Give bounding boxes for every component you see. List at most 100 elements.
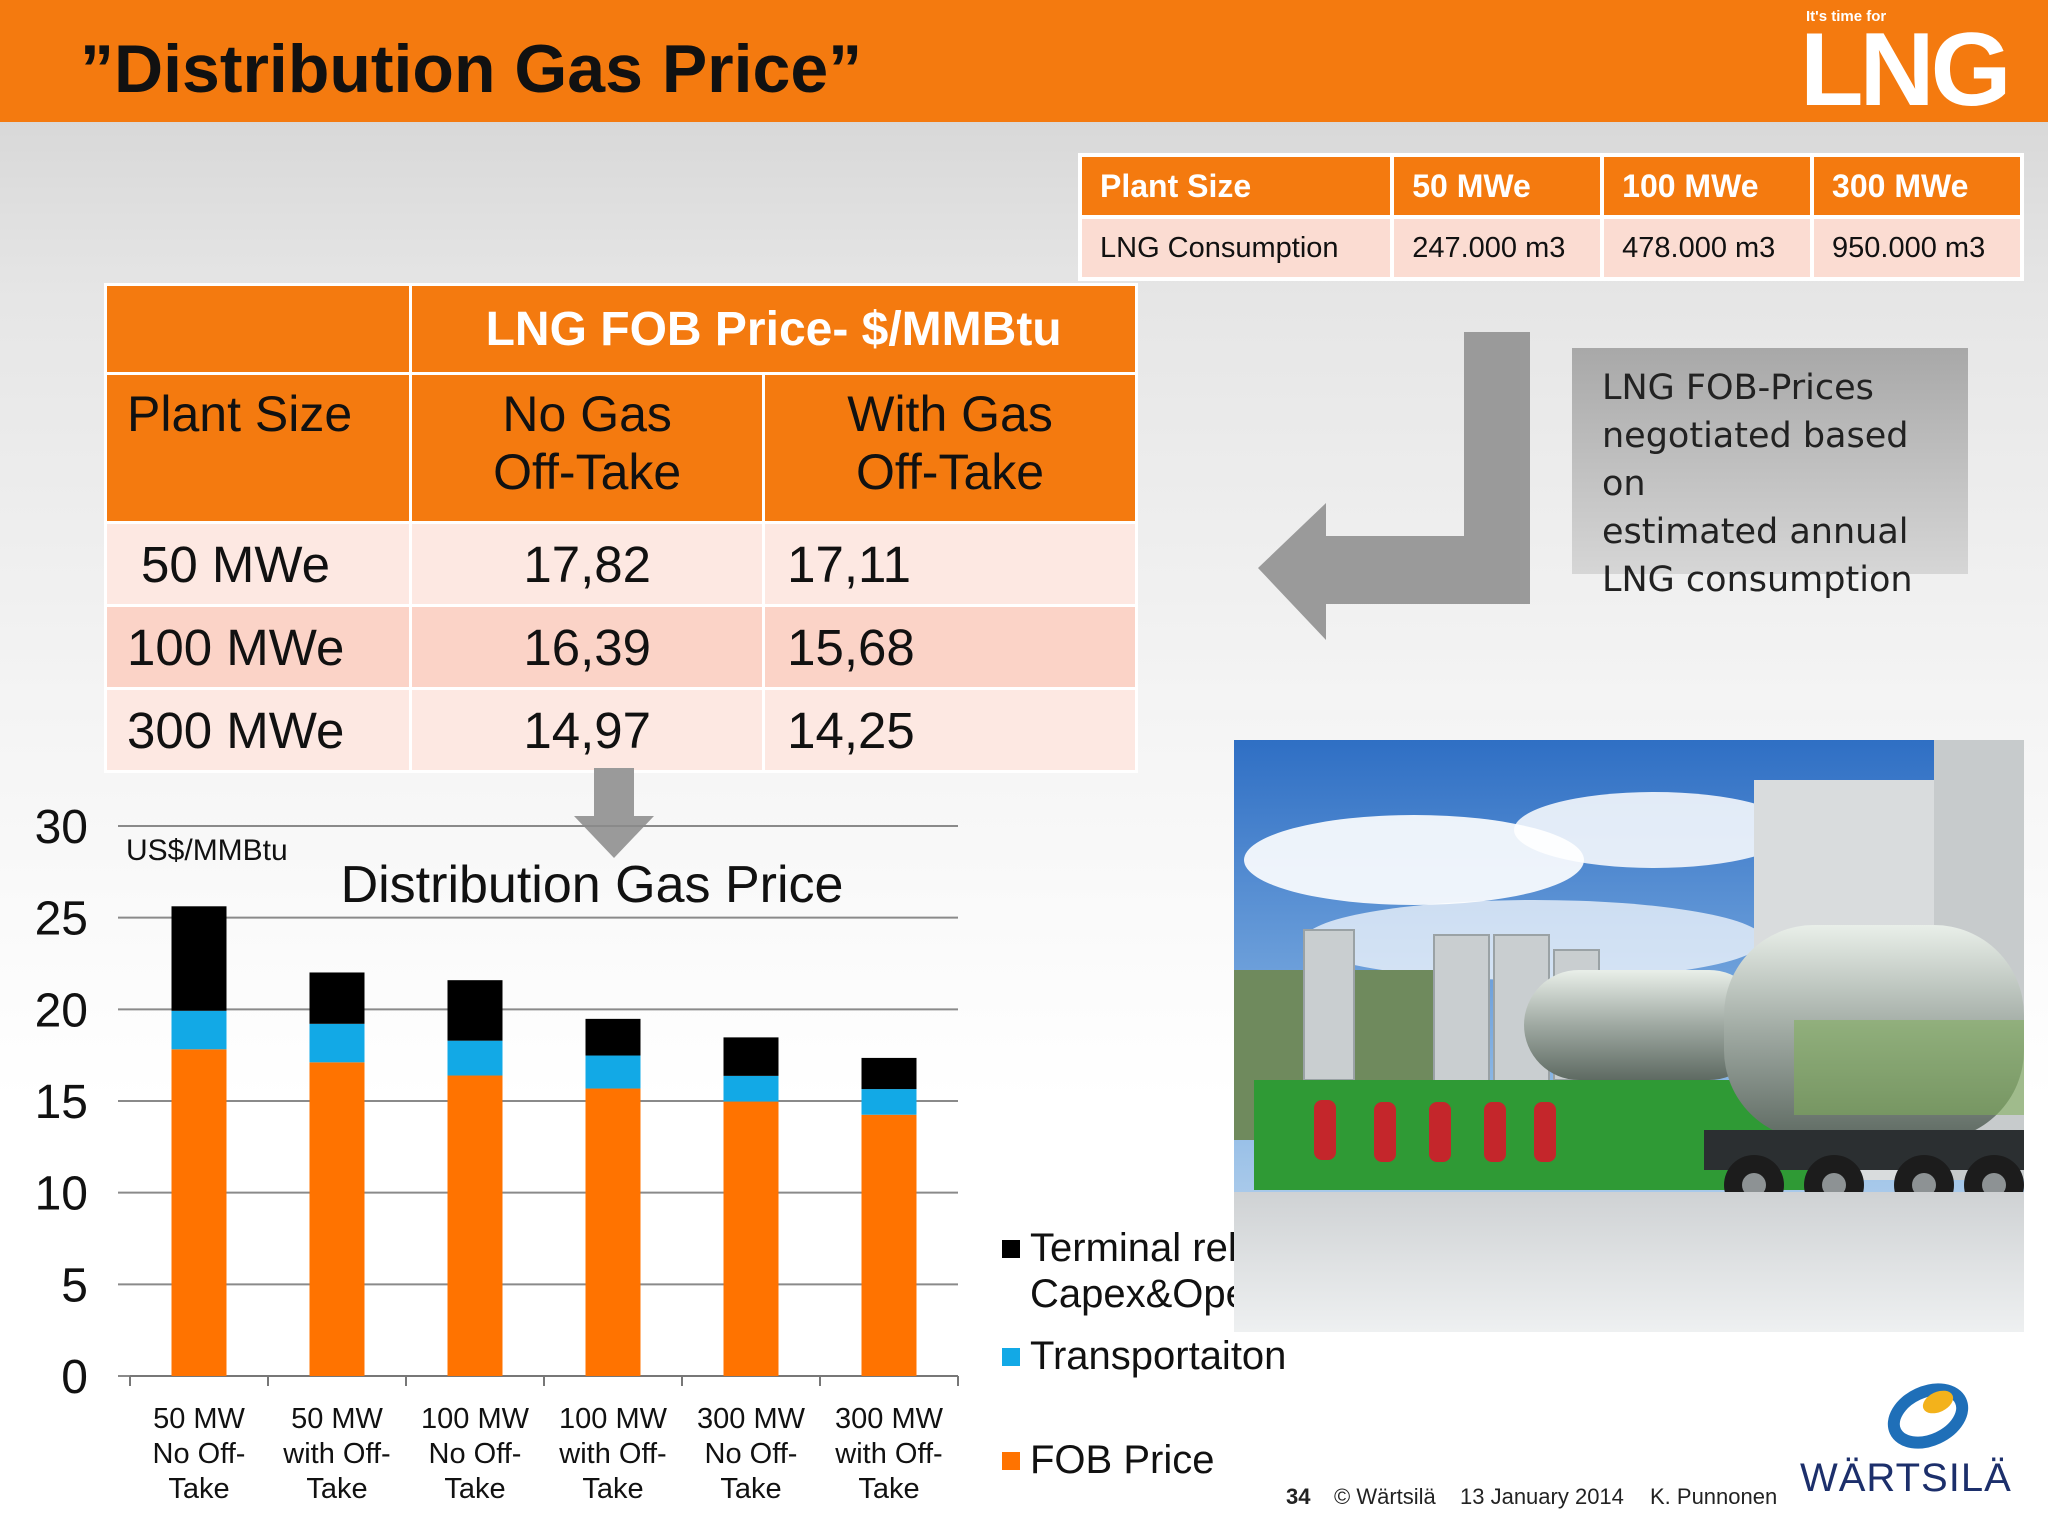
fob-col-with-line1: With Gas [847,386,1053,442]
wartsila-logo: WÄRTSILÄ [1800,1456,2012,1500]
fob-row-100: 100 MWe 16,39 15,68 [103,604,1138,690]
y-tick-label: 5 [61,1259,88,1312]
bar-segment [171,1049,227,1376]
callout-text: LNG FOB-Prices negotiated based on estim… [1602,364,1962,604]
chart-y-unit: US$/MMBtu [126,834,288,867]
lng-logo: LNG [1800,12,2012,128]
bar-segment [309,1023,365,1063]
fob-row-300-plant: 300 MWe [103,687,413,773]
footer-author: K. Punnonen [1650,1484,1778,1509]
footer-copyright: © Wärtsilä [1334,1484,1436,1509]
bar-segment [723,1075,779,1102]
header-bar [0,0,2048,122]
fob-col-no-offtake: No Gas Off-Take [409,372,766,524]
fob-row-50-with: 17,11 [762,521,1138,607]
bar-segment [447,980,503,1041]
legend-label: Transportaiton [1030,1334,1287,1378]
wartsila-swoosh-icon [1887,1383,1969,1449]
fob-row-300-no: 14,97 [409,687,766,773]
x-category-label: 100 MW [559,1403,668,1435]
fob-col-no-line2: Off-Take [493,444,682,500]
x-category-label: Take [582,1473,643,1505]
fob-row-100-plant: 100 MWe [103,604,413,690]
y-tick-label: 20 [35,984,88,1037]
lng-truck-photo [1234,740,2024,1332]
fob-subheader-row: Plant Size No Gas Off-Take With Gas Off-… [103,372,1138,524]
callout-line: LNG consumption [1602,560,1913,600]
x-category-label: Take [720,1473,781,1505]
fob-title-row: LNG FOB Price- $/MMBtu [103,283,1138,375]
page-number: 34 [1286,1484,1311,1509]
bar-segment [585,1055,641,1089]
legend-swatch [1002,1348,1020,1366]
x-category-label: 50 MW [153,1403,245,1435]
chart-bars [171,906,917,1376]
consumption-header-100: 100 MWe [1600,153,1815,219]
x-category-label: with Off- [558,1438,666,1470]
consumption-label: LNG Consumption [1077,215,1395,281]
bar-segment [171,906,227,1011]
bar-segment [447,1040,503,1076]
y-tick-label: 0 [61,1351,88,1404]
bar-segment [309,1062,365,1376]
bar-segment [723,1037,779,1076]
chart-grid [118,825,959,1386]
fob-col-with-line2: Off-Take [856,444,1045,500]
legend-label: Capex&Opex [1030,1272,1268,1316]
fob-title: LNG FOB Price- $/MMBtu [409,283,1138,375]
bar-segment [585,1018,641,1056]
down-arrow-icon [574,768,654,858]
x-category-label: 50 MW [291,1403,383,1435]
x-category-label: Take [168,1473,229,1505]
legend-swatch [1002,1240,1020,1258]
consumption-header-50: 50 MWe [1390,153,1605,219]
fob-row-50-no: 17,82 [409,521,766,607]
x-category-label: with Off- [834,1438,942,1470]
bar-segment [171,1010,227,1050]
bar-segment [723,1101,779,1376]
bar-segment [585,1088,641,1376]
x-category-label: No Off- [705,1438,798,1470]
legend-label: FOB Price [1030,1438,1215,1482]
fob-row-300: 300 MWe 14,97 14,25 [103,687,1138,773]
y-tick-label: 10 [35,1168,88,1221]
bar-segment [861,1057,917,1090]
y-tick-label: 30 [35,801,88,854]
consumption-100: 478.000 m3 [1600,215,1815,281]
fob-row-100-no: 16,39 [409,604,766,690]
y-tick-label: 15 [35,1076,88,1129]
x-category-label: Take [858,1473,919,1505]
callout-line: LNG FOB-Prices [1602,368,1874,408]
x-category-label: Take [444,1473,505,1505]
x-category-label: with Off- [282,1438,390,1470]
bar-segment [861,1089,917,1115]
x-category-label: No Off- [429,1438,522,1470]
fob-col-plant: Plant Size [103,372,413,524]
consumption-50: 247.000 m3 [1390,215,1605,281]
consumption-header-300: 300 MWe [1810,153,2024,219]
footer-date: 13 January 2014 [1460,1484,1624,1509]
x-category-label: 300 MW [835,1403,944,1435]
fob-row-100-with: 15,68 [762,604,1138,690]
fob-price-table: LNG FOB Price- $/MMBtu Plant Size No Gas… [103,283,1138,773]
chart-y-ticks: 0 5 10 15 20 25 30 [35,801,88,1404]
consumption-300: 950.000 m3 [1810,215,2024,281]
bar-segment [861,1114,917,1376]
x-category-label: No Off- [153,1438,246,1470]
bar-segment [447,1075,503,1376]
consumption-table: Plant Size 50 MWe 100 MWe 300 MWe LNG Co… [1077,153,2024,281]
x-category-label: 300 MW [697,1403,806,1435]
callout-box [1572,348,1968,574]
fob-title-empty [103,283,413,375]
consumption-header-plant: Plant Size [1077,153,1395,219]
fob-row-300-with: 14,25 [762,687,1138,773]
legend-swatch [1002,1452,1020,1470]
logo-tagline: It's time for [1806,8,1887,25]
fob-row-50-plant: 50 MWe [103,521,413,607]
consumption-row: LNG Consumption 247.000 m3 478.000 m3 95… [1077,215,2024,281]
consumption-header-row: Plant Size 50 MWe 100 MWe 300 MWe [1077,153,2024,219]
page-title: ”Distribution Gas Price” [80,31,863,107]
